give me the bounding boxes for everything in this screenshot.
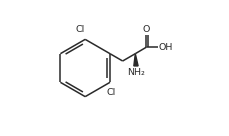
Text: Cl: Cl xyxy=(76,25,85,34)
Polygon shape xyxy=(134,54,138,66)
Text: NH₂: NH₂ xyxy=(127,68,145,77)
Text: O: O xyxy=(143,25,150,34)
Text: Cl: Cl xyxy=(107,88,116,97)
Text: OH: OH xyxy=(159,43,173,52)
